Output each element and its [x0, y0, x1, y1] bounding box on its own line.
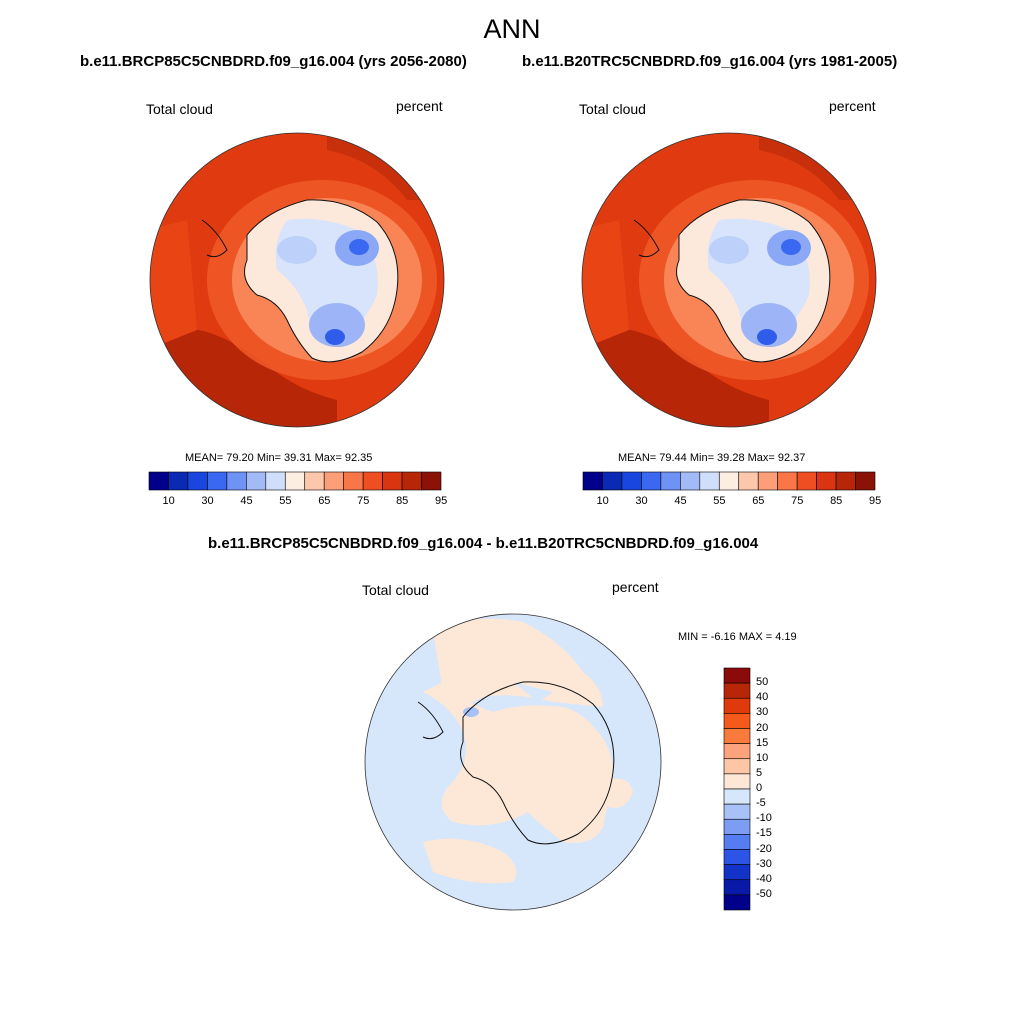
colorbar-swatch [738, 471, 759, 491]
right-polar-map [581, 132, 877, 428]
colorbar-tick-label: 45 [240, 495, 253, 507]
colorbar-swatch [284, 471, 306, 491]
left-units-label: percent [396, 98, 443, 114]
colorbar-swatch [723, 818, 751, 835]
colorbar-swatch [777, 471, 798, 491]
colorbar-tick-label: -10 [756, 812, 772, 825]
colorbar-swatch [723, 713, 751, 729]
colorbar-tick-label: 30 [201, 495, 214, 507]
colorbar-swatch [602, 471, 623, 491]
plot-main-title: ANN [483, 14, 541, 44]
right-colorbar [582, 471, 876, 491]
colorbar-swatch [855, 471, 876, 491]
left-colorbar-ticks: 10 30 45 55 65 75 85 95 [149, 495, 447, 509]
colorbar-swatch [723, 879, 751, 896]
left-polar-map [149, 132, 445, 428]
colorbar-swatch [723, 728, 751, 744]
colorbar-swatch [187, 471, 208, 491]
colorbar-swatch [343, 471, 364, 491]
colorbar-tick-label: 30 [756, 706, 769, 719]
right-units-label: percent [829, 98, 876, 114]
colorbar-tick-label: -5 [756, 797, 766, 810]
colorbar-swatch [421, 471, 442, 491]
colorbar-swatch [723, 864, 751, 881]
colorbar-tick-label: 85 [830, 495, 843, 507]
colorbar-swatch [168, 471, 189, 491]
colorbar-swatch [723, 849, 751, 865]
colorbar-tick-label: 30 [635, 495, 648, 507]
colorbar-swatch [723, 788, 751, 805]
right-variable-label: Total cloud [579, 101, 646, 117]
colorbar-tick-label: -15 [756, 827, 772, 840]
colorbar-tick-label: 95 [435, 495, 448, 507]
colorbar-tick-label: 75 [357, 495, 370, 507]
colorbar-swatch [723, 682, 751, 699]
colorbar-swatch [723, 697, 751, 714]
colorbar-swatch [723, 743, 751, 760]
colorbar-swatch [660, 471, 681, 491]
left-case-title: b.e11.BRCP85C5CNBDRD.f09_g16.004 (yrs 20… [80, 53, 467, 70]
left-colorbar [148, 471, 442, 491]
colorbar-swatch [835, 471, 856, 491]
diff-polar-map [364, 613, 662, 911]
colorbar-tick-label: -30 [756, 857, 772, 870]
diff-stats: MIN = -6.16 MAX = 4.19 [678, 631, 797, 643]
colorbar-tick-label: 55 [713, 495, 726, 507]
colorbar-tick-label: 0 [756, 782, 763, 794]
colorbar-swatch [723, 803, 751, 820]
diff-units-label: percent [612, 579, 659, 595]
colorbar-swatch [382, 471, 403, 491]
colorbar-swatch [641, 471, 662, 491]
colorbar-tick-label: -40 [756, 872, 772, 885]
colorbar-swatch [582, 471, 603, 491]
colorbar-tick-label: 50 [756, 676, 769, 689]
colorbar-tick-label: 95 [869, 495, 882, 507]
colorbar-swatch [718, 471, 740, 491]
right-case-title: b.e11.B20TRC5CNBDRD.f09_g16.004 (yrs 198… [522, 53, 898, 70]
colorbar-swatch [757, 471, 778, 491]
diff-colorbar-ticks: 50 40 30 20 15 10 5 0 -5 -10 -15 -20 -30 -40 -50 [756, 668, 796, 910]
colorbar-swatch [723, 773, 751, 790]
colorbar-tick-label: 20 [756, 721, 769, 734]
colorbar-swatch [362, 471, 383, 491]
colorbar-tick-label: 55 [279, 495, 292, 507]
colorbar-tick-label: 5 [756, 766, 763, 779]
colorbar-swatch [265, 471, 286, 491]
colorbar-swatch [401, 471, 422, 491]
colorbar-swatch [723, 894, 751, 911]
diff-variable-label: Total cloud [362, 582, 429, 598]
left-variable-label: Total cloud [146, 101, 213, 117]
left-stats: MEAN= 79.20 Min= 39.31 Max= 92.35 [185, 452, 373, 464]
colorbar-tick-label: 40 [756, 691, 769, 704]
colorbar-swatch [699, 471, 720, 491]
colorbar-swatch [680, 471, 701, 491]
colorbar-swatch [226, 471, 247, 491]
colorbar-tick-label: 15 [756, 736, 769, 749]
colorbar-swatch [621, 471, 642, 491]
colorbar-tick-label: 75 [791, 495, 804, 507]
diff-case-title: b.e11.BRCP85C5CNBDRD.f09_g16.004 - b.e11… [208, 535, 759, 552]
colorbar-tick-label: 45 [674, 495, 687, 507]
colorbar-tick-label: 65 [318, 495, 331, 507]
colorbar-tick-label: 10 [756, 751, 769, 764]
colorbar-swatch [723, 758, 751, 775]
colorbar-swatch [723, 834, 751, 850]
colorbar-tick-label: 85 [396, 495, 409, 507]
colorbar-swatch [304, 471, 325, 491]
colorbar-swatch [246, 471, 267, 491]
colorbar-swatch [723, 667, 751, 684]
colorbar-swatch [148, 471, 169, 491]
colorbar-tick-label: 10 [162, 495, 175, 507]
colorbar-swatch [323, 471, 344, 491]
right-colorbar-ticks: 10 30 45 55 65 75 85 95 [583, 495, 881, 509]
colorbar-tick-label: -20 [756, 842, 772, 855]
colorbar-swatch [796, 471, 817, 491]
diff-colorbar [723, 667, 751, 911]
colorbar-swatch [816, 471, 837, 491]
colorbar-tick-label: 65 [752, 495, 765, 507]
colorbar-tick-label: -50 [756, 887, 772, 900]
colorbar-swatch [207, 471, 228, 491]
colorbar-tick-label: 10 [596, 495, 609, 507]
right-stats: MEAN= 79.44 Min= 39.28 Max= 92.37 [618, 452, 806, 464]
